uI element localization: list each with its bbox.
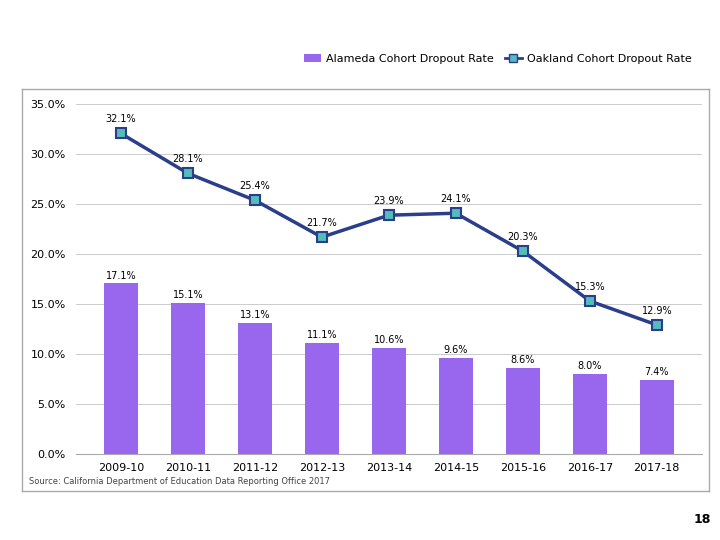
Text: 15.3%: 15.3% (575, 282, 605, 292)
Text: 20.3%: 20.3% (508, 232, 538, 242)
Text: 24.1%: 24.1% (441, 194, 471, 204)
Text: Education – High School Drop Out Rates: Education – High School Drop Out Rates (9, 44, 541, 68)
Text: 17.1%: 17.1% (106, 271, 136, 281)
Bar (104, 283, 138, 454)
Bar (640, 380, 673, 454)
Text: 7.4%: 7.4% (644, 367, 669, 377)
Text: 25.4%: 25.4% (240, 181, 270, 191)
Text: 28.1%: 28.1% (173, 154, 203, 164)
Text: 2020-21 CAP PLAN Presentation: 2020-21 CAP PLAN Presentation (9, 513, 235, 526)
Text: 12.9%: 12.9% (642, 306, 672, 316)
Bar (372, 348, 405, 454)
Text: 10.6%: 10.6% (374, 335, 404, 346)
Text: 9.6%: 9.6% (444, 346, 468, 355)
Text: www.AC-OCAP.com: www.AC-OCAP.com (601, 513, 720, 526)
Legend: Alameda Cohort Dropout Rate, Oakland Cohort Dropout Rate: Alameda Cohort Dropout Rate, Oakland Coh… (300, 50, 696, 69)
Text: 23.9%: 23.9% (374, 196, 404, 206)
Bar (439, 358, 472, 454)
Text: Source: California Department of Education Data Reporting Office 2017: Source: California Department of Educati… (29, 477, 330, 486)
Text: 13.1%: 13.1% (240, 310, 270, 320)
Text: 11.1%: 11.1% (307, 330, 337, 340)
Bar (238, 323, 271, 454)
Text: 32.1%: 32.1% (106, 114, 136, 124)
Text: 21.7%: 21.7% (307, 218, 337, 228)
Bar (305, 343, 338, 454)
Text: 15.1%: 15.1% (173, 291, 203, 300)
Bar (506, 368, 539, 454)
Bar (171, 303, 204, 454)
Text: 18: 18 (693, 513, 711, 526)
Text: 8.0%: 8.0% (577, 361, 602, 372)
Text: 8.6%: 8.6% (510, 355, 535, 366)
Bar (573, 374, 606, 454)
